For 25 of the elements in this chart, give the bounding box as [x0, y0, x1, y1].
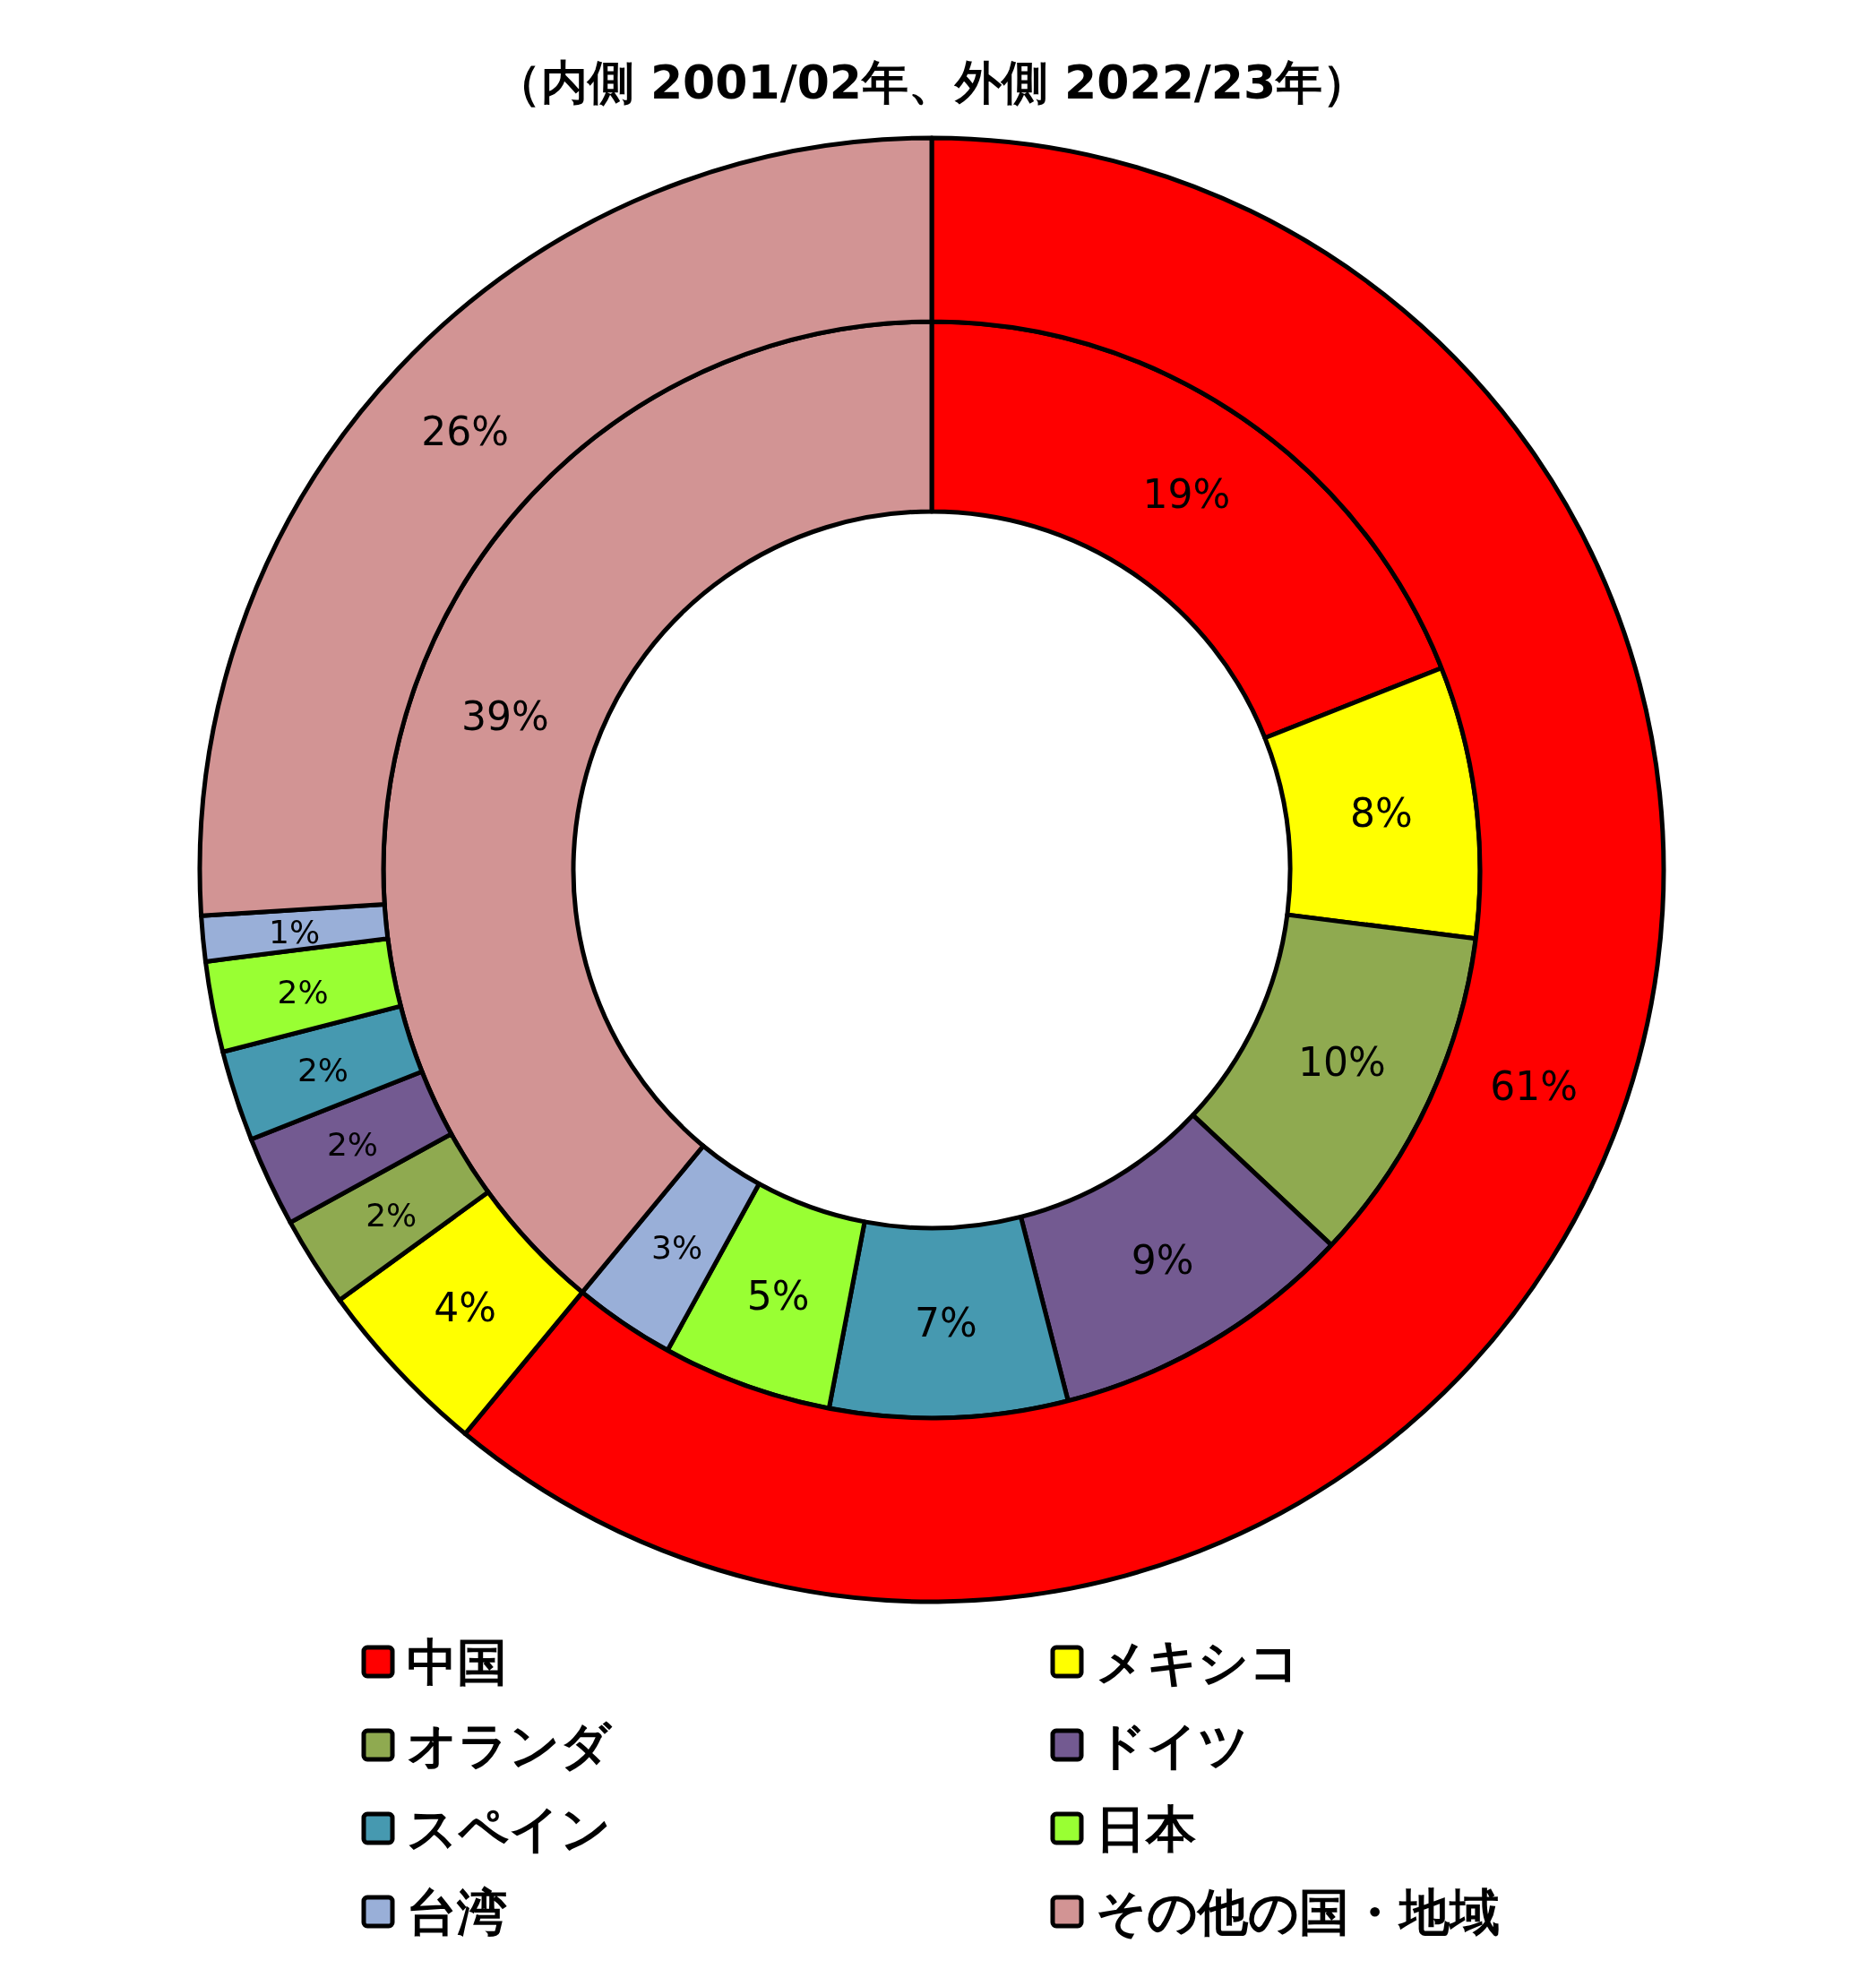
legend-label: 日本: [1096, 1800, 1196, 1858]
data-label: 2%: [277, 973, 329, 1010]
data-label: 2%: [326, 1126, 379, 1164]
data-label: 2%: [366, 1196, 417, 1234]
legend-label: 台湾: [407, 1883, 507, 1941]
legend-label: スペイン: [407, 1800, 611, 1858]
data-label: 7%: [914, 1299, 977, 1346]
legend-label: ドイツ: [1096, 1716, 1249, 1775]
data-label: 2%: [297, 1051, 349, 1088]
data-label: 5%: [746, 1273, 810, 1320]
data-label: 4%: [434, 1285, 497, 1331]
data-label: 10%: [1297, 1039, 1386, 1086]
legend-label: その他の国・地域: [1096, 1883, 1500, 1941]
data-label: 39%: [461, 692, 549, 739]
data-label: 1%: [269, 914, 321, 951]
legend-label: メキシコ: [1096, 1633, 1300, 1691]
legend-label: 中国: [407, 1633, 507, 1691]
legend-label: オランダ: [407, 1716, 613, 1775]
data-label: 8%: [1350, 789, 1413, 836]
data-label: 9%: [1131, 1236, 1194, 1283]
data-label: 61%: [1490, 1063, 1579, 1110]
chart-title: （内側 2001/02年、外側 2022/23年）: [494, 56, 1370, 109]
data-label: 26%: [421, 408, 510, 454]
data-label: 19%: [1142, 471, 1231, 518]
data-label: 3%: [651, 1228, 703, 1266]
